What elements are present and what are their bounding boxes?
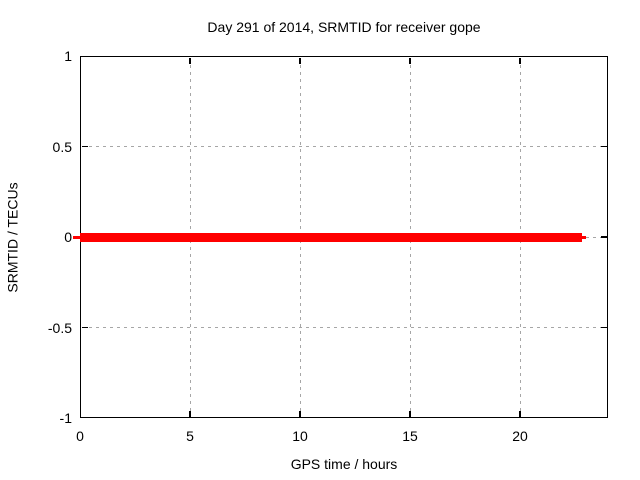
x-tick-mark-top <box>409 57 411 64</box>
x-tick-label: 0 <box>76 428 84 444</box>
y-tick-mark-left <box>81 145 88 148</box>
x-tick-label: 5 <box>186 428 194 444</box>
y-tick-mark-right <box>600 236 607 238</box>
chart-title: Day 291 of 2014, SRMTID for receiver gop… <box>207 19 481 35</box>
x-tick-label: 15 <box>402 428 418 444</box>
x-tick-mark-bottom <box>409 410 411 417</box>
y-tick-label: -1 <box>59 410 72 426</box>
y-tick-label: 1 <box>64 48 72 64</box>
y-tick-mark-right <box>600 326 607 329</box>
data-line-right-cap <box>581 235 586 239</box>
x-tick-mark-top <box>189 57 191 64</box>
y-gridline <box>81 327 607 328</box>
x-axis-label: GPS time / hours <box>290 456 398 472</box>
x-tick-label: 20 <box>512 428 528 444</box>
x-tick-mark-bottom <box>299 410 301 417</box>
x-tick-mark-top <box>519 57 521 64</box>
y-gridline <box>81 146 607 147</box>
x-tick-mark-bottom <box>189 410 191 417</box>
data-line-srmtid <box>80 232 582 242</box>
data-line-left-cap <box>73 235 80 239</box>
y-tick-mark-right <box>600 145 607 148</box>
y-tick-mark-left <box>81 326 88 329</box>
y-tick-label: 0.5 <box>52 138 72 155</box>
x-tick-mark-top <box>299 57 301 64</box>
x-tick-label: 10 <box>292 428 308 444</box>
y-tick-label: 0 <box>64 229 72 245</box>
x-tick-mark-bottom <box>519 410 521 417</box>
y-tick-label: -0.5 <box>47 319 72 336</box>
